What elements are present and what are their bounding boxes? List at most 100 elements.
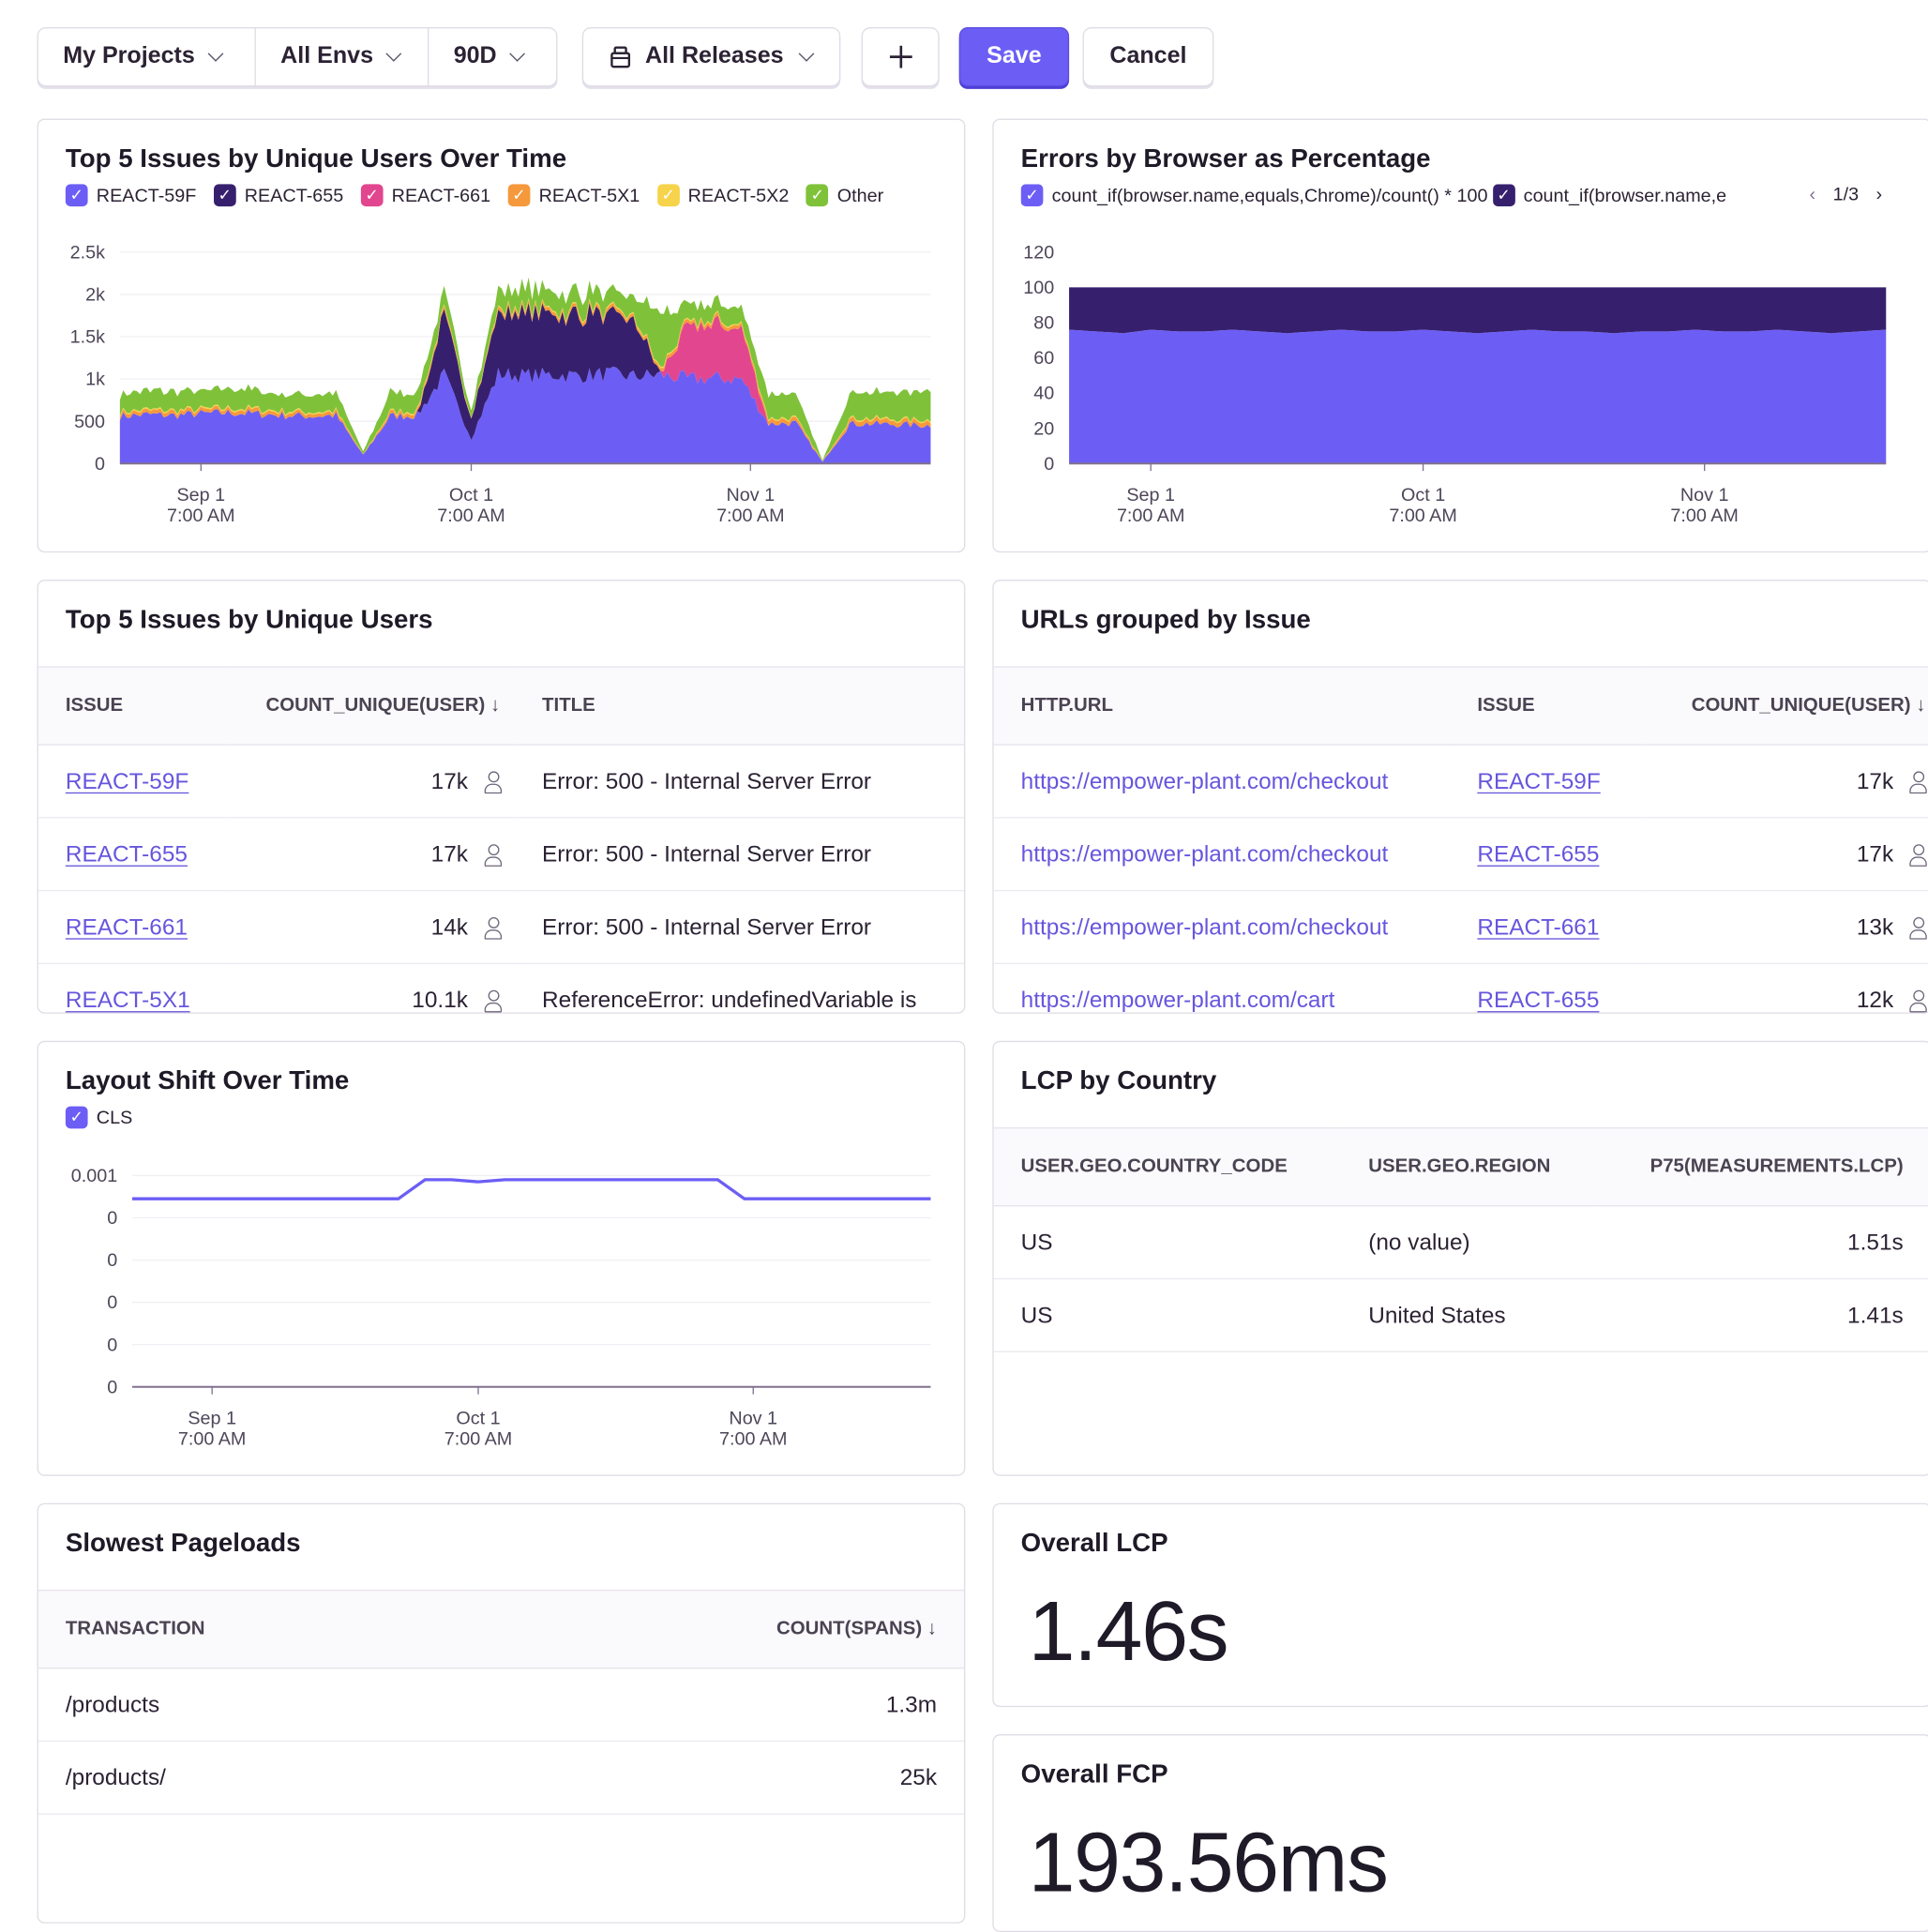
- legend-item[interactable]: ✓ REACT-59F: [65, 184, 196, 207]
- legend-item[interactable]: ✓ REACT-5X2: [656, 184, 790, 207]
- x-tick-label: Sep 1: [188, 1408, 236, 1428]
- chevron-down-icon: [207, 45, 223, 62]
- checkbox-checked-icon[interactable]: ✓: [656, 184, 680, 207]
- legend-item[interactable]: ✓ count_if(browser.name,equals,Chrome)/co…: [1020, 184, 1487, 207]
- url-link[interactable]: https://empower-plant.com/checkout: [1020, 840, 1389, 867]
- y-tick-label: 0: [107, 1250, 117, 1271]
- user-count: 17k: [1856, 767, 1894, 794]
- issue-link[interactable]: REACT-59F: [65, 767, 189, 794]
- legend-label: REACT-5X2: [687, 185, 790, 206]
- x-tick-label: 7:00 AM: [1117, 506, 1184, 526]
- table-row: REACT-59F 17k Error: 500 - Internal Server…: [38, 745, 965, 819]
- environment-selector[interactable]: All Envs: [256, 28, 429, 85]
- legend-page-indicator: 1/3: [1832, 184, 1860, 205]
- x-tick-label: 7:00 AM: [716, 506, 784, 526]
- legend-item[interactable]: ✓ REACT-5X1: [507, 184, 640, 207]
- table-row: https://empower-plant.com/checkout REACT-…: [993, 745, 1928, 819]
- checkbox-checked-icon[interactable]: ✓: [1020, 184, 1044, 207]
- y-tick-label: 0: [107, 1335, 117, 1355]
- url-link[interactable]: https://empower-plant.com/checkout: [1020, 913, 1389, 940]
- release-selector[interactable]: All Releases: [581, 26, 841, 87]
- checkbox-checked-icon[interactable]: ✓: [1492, 184, 1515, 207]
- date-range-selector[interactable]: 90D: [429, 28, 547, 85]
- user-icon: [1909, 771, 1927, 794]
- y-tick-label: 0.001: [71, 1166, 117, 1186]
- checkbox-checked-icon[interactable]: ✓: [360, 184, 384, 207]
- chevron-right-icon[interactable]: ›: [1875, 184, 1883, 205]
- column-header[interactable]: COUNT(SPANS) ↓: [477, 1589, 965, 1669]
- x-tick-label: Sep 1: [176, 485, 225, 506]
- legend-label: REACT-661: [391, 185, 491, 206]
- column-header[interactable]: HTTP.URL: [993, 666, 1451, 746]
- user-count: 17k: [430, 767, 468, 794]
- checkbox-checked-icon[interactable]: ✓: [806, 184, 829, 207]
- region: (no value): [1341, 1205, 1598, 1280]
- column-header[interactable]: ISSUE: [38, 666, 226, 746]
- y-tick-label: 60: [1033, 348, 1054, 369]
- add-widget-button[interactable]: [861, 26, 940, 87]
- plus-icon: [889, 45, 912, 68]
- big-number: 1.46s: [1028, 1584, 1229, 1679]
- y-tick-label: 1k: [85, 370, 105, 390]
- column-header[interactable]: USER.GEO.COUNTRY_CODE: [993, 1127, 1342, 1207]
- widget-overall-fcp: Overall FCP 193.56ms: [992, 1734, 1928, 1932]
- checkbox-checked-icon[interactable]: ✓: [507, 184, 531, 207]
- issue-link[interactable]: REACT-59F: [1477, 767, 1601, 794]
- column-header[interactable]: USER.GEO.REGION: [1341, 1127, 1598, 1207]
- issue-link[interactable]: REACT-661: [1477, 913, 1600, 940]
- issue-link[interactable]: REACT-661: [65, 913, 188, 940]
- area-series-0: [1069, 329, 1887, 464]
- x-tick-label: 7:00 AM: [167, 506, 234, 526]
- legend-item[interactable]: ✓ count_if(browser.name,e: [1492, 184, 1726, 207]
- cancel-button[interactable]: Cancel: [1082, 26, 1214, 87]
- save-button[interactable]: Save: [958, 26, 1070, 87]
- span-count: 1.3m: [477, 1668, 965, 1743]
- table-row: https://empower-plant.com/checkout REACT-…: [993, 890, 1928, 965]
- project-selector[interactable]: My Projects: [38, 28, 256, 85]
- url-link[interactable]: https://empower-plant.com/checkout: [1020, 767, 1389, 794]
- legend-item[interactable]: ✓ Other: [806, 184, 883, 207]
- pageloads-table: TRANSACTION COUNT(SPANS) ↓ /products 1.3m /…: [38, 1589, 965, 1815]
- transaction-name[interactable]: /products: [38, 1668, 478, 1743]
- user-icon: [484, 771, 502, 794]
- legend-item[interactable]: ✓ REACT-655: [213, 184, 343, 207]
- column-header[interactable]: ISSUE: [1450, 666, 1643, 746]
- widget-urls-table: URLs grouped by Issue HTTP.URL ISSUE COUNT…: [992, 580, 1928, 1014]
- y-tick-label: 0: [107, 1208, 117, 1229]
- column-header[interactable]: TRANSACTION: [38, 1589, 478, 1669]
- y-tick-label: 0: [95, 454, 105, 475]
- widget-title: Slowest Pageloads: [65, 1529, 301, 1558]
- chevron-left-icon[interactable]: ‹: [1809, 184, 1816, 205]
- chevron-down-icon: [798, 45, 815, 62]
- transaction-name[interactable]: /products/: [38, 1741, 478, 1815]
- y-tick-label: 40: [1033, 384, 1054, 404]
- issue-link[interactable]: REACT-5X1: [65, 986, 190, 1013]
- legend-item[interactable]: ✓ CLS: [65, 1106, 132, 1129]
- user-icon: [484, 844, 502, 867]
- column-header[interactable]: COUNT_UNIQUE(USER) ↓: [225, 666, 516, 746]
- x-tick-label: Nov 1: [729, 1408, 777, 1428]
- issue-title: Error: 500 - Internal Server Error: [515, 890, 965, 965]
- x-tick-label: 7:00 AM: [444, 1429, 512, 1450]
- legend-item[interactable]: ✓ REACT-661: [360, 184, 491, 207]
- column-header[interactable]: COUNT_UNIQUE(USER) ↓: [1642, 666, 1928, 746]
- widget-title: URLs grouped by Issue: [1020, 605, 1311, 635]
- x-tick-label: 7:00 AM: [1670, 506, 1738, 526]
- checkbox-checked-icon[interactable]: ✓: [65, 1106, 88, 1129]
- checkbox-checked-icon[interactable]: ✓: [65, 184, 88, 207]
- table-row: US United States 1.41s: [993, 1278, 1928, 1352]
- issue-link[interactable]: REACT-655: [65, 840, 188, 867]
- widget-title: Top 5 Issues by Unique Users: [65, 605, 433, 635]
- lcp-value: 1.51s: [1597, 1205, 1928, 1280]
- column-header[interactable]: TITLE: [515, 666, 965, 746]
- widget-title: LCP by Country: [1020, 1066, 1217, 1095]
- checkbox-checked-icon[interactable]: ✓: [213, 184, 236, 207]
- x-tick-label: Sep 1: [1126, 485, 1175, 506]
- issues-table: ISSUE COUNT_UNIQUE(USER) ↓ TITLE REACT-59F…: [38, 666, 965, 1013]
- column-header[interactable]: P75(MEASUREMENTS.LCP): [1597, 1127, 1928, 1207]
- y-tick-label: 0: [107, 1292, 117, 1313]
- url-link[interactable]: https://empower-plant.com/cart: [1020, 986, 1335, 1013]
- issue-link[interactable]: REACT-655: [1477, 986, 1600, 1013]
- widget-slowest-pageloads: Slowest Pageloads TRANSACTION COUNT(SPANS…: [37, 1502, 966, 1924]
- issue-link[interactable]: REACT-655: [1477, 840, 1600, 867]
